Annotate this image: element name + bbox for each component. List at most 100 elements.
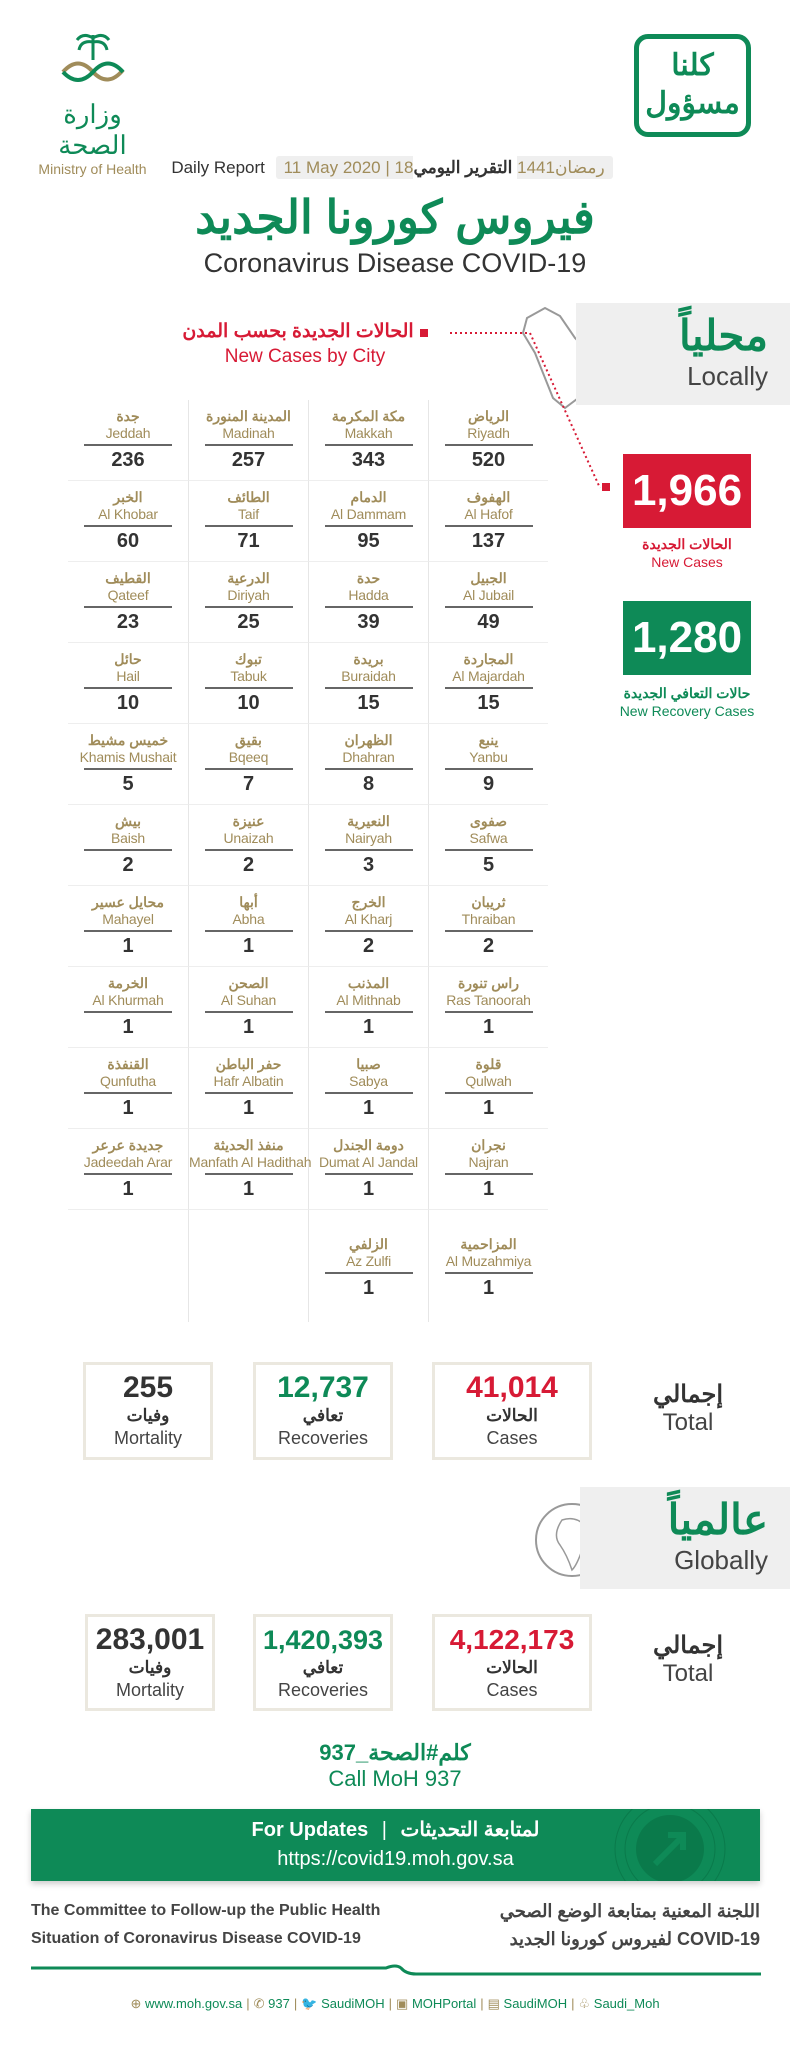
city-case-count: 1 — [122, 935, 134, 957]
city-underline — [204, 606, 293, 608]
city-underline — [444, 1272, 533, 1274]
city-name-en: Ras Tanoorah — [446, 992, 531, 1008]
separator: | — [293, 1996, 298, 2011]
city-name-en: Jeddah — [105, 425, 151, 441]
locally-section-header: محلياً Locally — [576, 303, 790, 405]
city-cases-grid: الرياض Riyadh 520 مكة المكرمة Makkah 343 ا… — [68, 400, 548, 1322]
city-case-count: 1 — [362, 1097, 375, 1119]
updates-banner[interactable]: For Updates | لمتابعة التحديثات https://… — [31, 1809, 760, 1881]
city-name-ar: منفذ الحديثة — [213, 1137, 284, 1153]
city-underline — [204, 525, 293, 527]
city-name-en: Qateef — [107, 587, 149, 603]
city-underline — [84, 768, 172, 770]
wave-divider — [31, 1964, 761, 1976]
local-total-en: Total — [662, 1409, 714, 1436]
globally-en: Globally — [674, 1545, 768, 1575]
global-cases-value: 4,122,173 — [449, 1624, 575, 1655]
social-link[interactable]: MOHPortal — [411, 1996, 477, 2011]
globally-ar: عالمياً — [667, 1496, 768, 1543]
city-underline — [204, 768, 293, 770]
city-underline — [324, 768, 413, 770]
city-underline — [84, 444, 172, 446]
city-name-en: Buraidah — [341, 668, 396, 684]
city-name-ar: راس تنورة — [457, 975, 520, 991]
global-mortality-en: Mortality — [115, 1680, 184, 1700]
youtube-icon: ▣ — [396, 1996, 412, 2011]
city-underline — [324, 525, 413, 527]
city-case-count: 49 — [477, 611, 500, 633]
local-mortality-ar: وفيات — [126, 1406, 170, 1425]
facebook-icon: ▤ — [487, 1996, 504, 2011]
city-case-count: 10 — [237, 692, 260, 714]
bullet-square-icon — [419, 329, 428, 337]
city-name-en: Khamis Mushait — [79, 749, 177, 765]
phone-icon: ✆ — [253, 1996, 269, 2011]
city-underline — [324, 687, 413, 689]
city-cell: الدرعية Diriyah 25 — [188, 562, 308, 643]
city-underline — [324, 444, 413, 446]
city-name-ar: الزلفي — [349, 1236, 388, 1252]
social-link[interactable]: 937 — [268, 1996, 290, 2011]
page-title-ar: فيروس كورونا الجديد — [195, 191, 595, 243]
city-underline — [84, 687, 172, 689]
global-cases-en: Cases — [486, 1680, 538, 1700]
city-underline — [204, 1092, 293, 1094]
globally-section-header: عالمياً Globally — [580, 1487, 790, 1589]
updates-url-link[interactable]: https://covid19.moh.gov.sa — [277, 1848, 514, 1870]
city-name-en: Manfath Al Hadithah — [189, 1154, 312, 1170]
city-name-ar: حفر الباطن — [215, 1056, 282, 1072]
new-recovery-ar: حالات التعافي الجديدة — [623, 685, 751, 701]
social-link[interactable]: Saudi_Moh — [593, 1996, 660, 2011]
city-underline — [324, 1272, 413, 1274]
city-cell: جدة Jeddah 236 — [68, 400, 188, 481]
city-cell: الخبر Al Khobar 60 — [68, 481, 188, 562]
city-name-ar: الدمام — [350, 489, 387, 505]
twitter-icon: 🐦 — [301, 1996, 322, 2011]
city-underline — [204, 444, 293, 446]
city-name-ar: المزاحمية — [460, 1236, 517, 1252]
city-name-ar: عنيزة — [232, 813, 265, 829]
city-name-en: Sabya — [349, 1073, 388, 1089]
city-name-ar: حدة — [356, 570, 381, 586]
social-links: ⊕ www.moh.gov.sa | ✆ 937 | 🐦 SaudiMOH | ▣ MOHP… — [0, 1996, 790, 2012]
city-name-ar: صفوى — [469, 813, 508, 829]
committee-ar-line2: لفيروس كورونا الجديد COVID-19 — [509, 1929, 760, 1949]
global-cases-ar: الحالات — [486, 1658, 538, 1677]
city-case-count: 1 — [242, 1178, 255, 1200]
city-name-en: Diriyah — [227, 587, 270, 603]
city-name-en: Unaizah — [223, 830, 274, 846]
empty-cell — [188, 1210, 308, 1322]
city-underline — [84, 1011, 172, 1013]
city-name-en: Najran — [468, 1154, 509, 1170]
call-en: Call MoH 937 — [328, 1766, 462, 1791]
new-cases-en: New Cases — [651, 554, 723, 570]
city-underline — [324, 1011, 413, 1013]
city-name-en: Hadda — [348, 587, 389, 603]
city-name-en: Tabuk — [230, 668, 267, 684]
city-cell: تبوك Tabuk 10 — [188, 643, 308, 724]
city-name-ar: الجبيل — [470, 570, 507, 586]
city-case-count: 257 — [231, 449, 266, 471]
city-cell: عنيزة Unaizah 2 — [188, 805, 308, 886]
city-name-en: Jadeedah Arar — [83, 1154, 173, 1170]
city-cell: مكة المكرمة Makkah 343 — [308, 400, 428, 481]
for-updates-en: For Updates — [251, 1819, 369, 1841]
social-link[interactable]: SaudiMOH — [321, 1996, 385, 2011]
report-label-ar: التقرير اليومي — [413, 158, 513, 177]
city-underline — [84, 606, 172, 608]
city-cell: محايل عسير Mahayel 1 — [68, 886, 188, 967]
city-name-ar: أبها — [239, 894, 258, 910]
social-link[interactable]: www.moh.gov.sa — [144, 1996, 243, 2011]
city-cell: الجبيل Al Jubail 49 — [428, 562, 548, 643]
social-link[interactable]: SaudiMOH — [503, 1996, 568, 2011]
city-case-count: 343 — [351, 449, 386, 471]
city-case-count: 5 — [482, 854, 495, 876]
city-cell: القنفذة Qunfutha 1 — [68, 1048, 188, 1129]
city-name-ar: النعيرية — [347, 813, 390, 829]
global-recoveries-ar: تعافي — [302, 1658, 344, 1677]
city-name-en: Al Khurmah — [92, 992, 164, 1008]
committee-en: The Committee to Follow-up the Public He… — [31, 1897, 380, 1953]
city-name-en: Thraiban — [461, 911, 516, 927]
city-name-en: Safwa — [469, 830, 508, 846]
city-cell: دومة الجندل Dumat Al Jandal 1 — [308, 1129, 428, 1210]
